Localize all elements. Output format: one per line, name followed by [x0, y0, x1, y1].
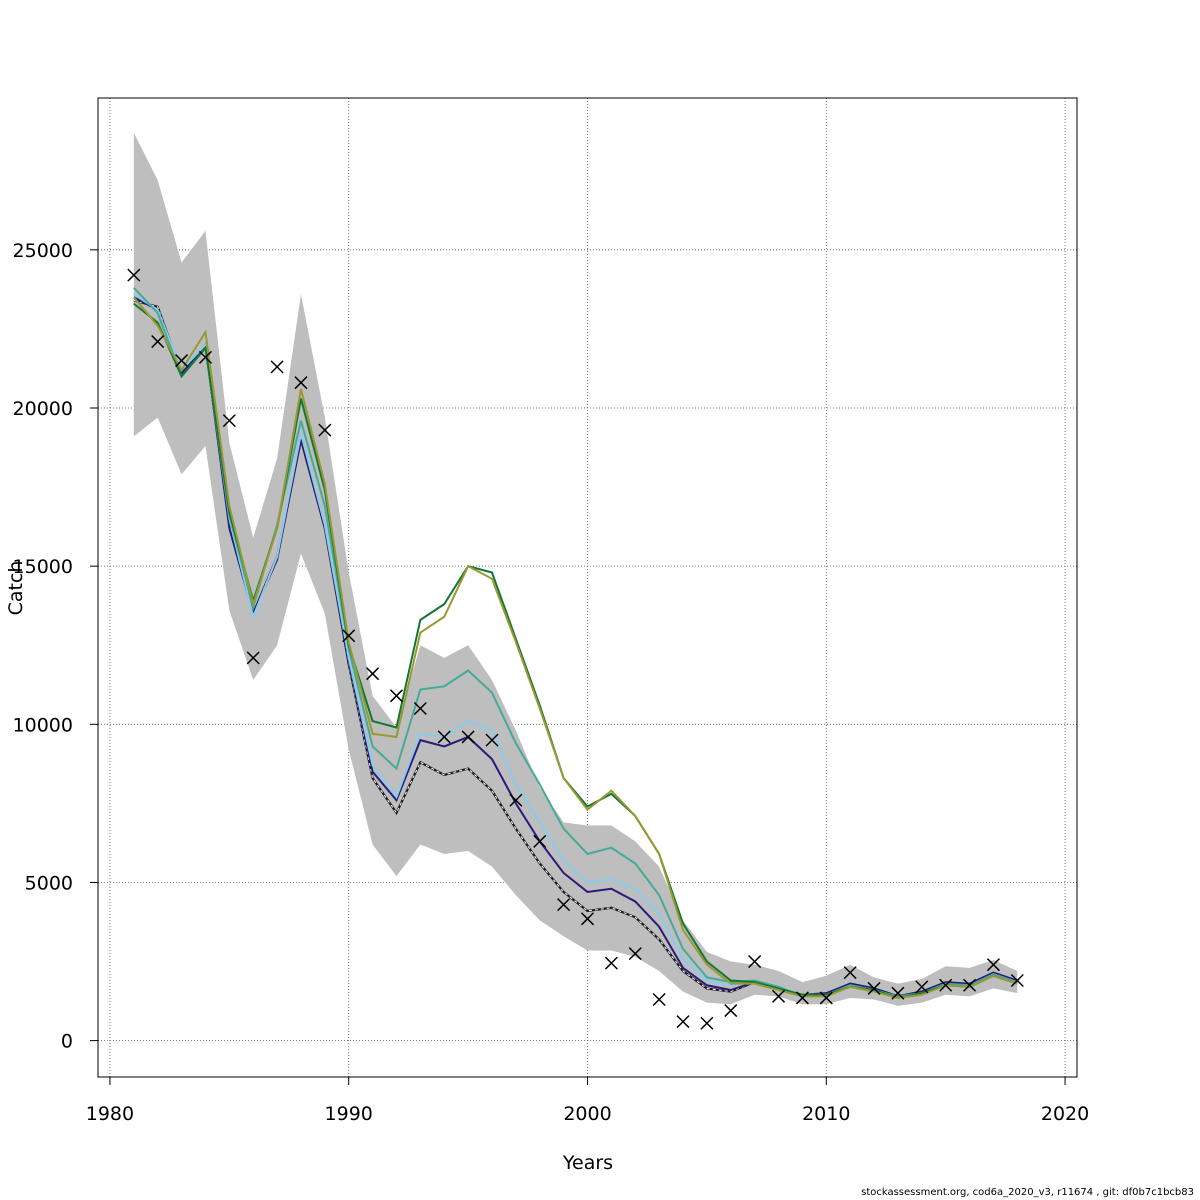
x-tick-label: 2000: [563, 1103, 611, 1125]
y-tick-label: 5000: [25, 872, 73, 894]
x-axis: 1980 1990 2000 2010 2020: [86, 1076, 1089, 1125]
y-tick-label: 0: [61, 1031, 73, 1053]
observed-point: [366, 667, 380, 681]
observed-point: [294, 376, 308, 390]
observed-point: [246, 651, 260, 665]
observed-point: [557, 898, 571, 912]
observed-point: [628, 947, 642, 961]
x-tick-label: 1990: [325, 1103, 373, 1125]
observed-point: [485, 733, 499, 747]
series-lines: [133, 287, 1018, 999]
footer-text: stockassessment.org, cod6a_2020_v3, r116…: [861, 1187, 1194, 1198]
x-axis-label: Years: [562, 1152, 613, 1174]
observed-point: [580, 912, 595, 926]
y-axis-label: Catch: [5, 561, 27, 616]
observed-point: [175, 354, 189, 368]
observed-point: [461, 730, 475, 744]
y-tick-label: 25000: [13, 240, 73, 262]
observed-point: [771, 989, 786, 1003]
observed-point: [533, 834, 547, 848]
observed-point: [198, 350, 212, 364]
observed-point: [676, 1015, 690, 1029]
observed-point: [1010, 973, 1024, 988]
y-tick-label: 15000: [13, 556, 73, 578]
observed-point: [939, 978, 953, 992]
observed-points: [127, 268, 1024, 1030]
observed-point: [437, 730, 451, 744]
observed-point: [413, 701, 427, 716]
observed-point: [795, 991, 809, 1005]
y-tick-label: 10000: [13, 714, 73, 736]
confidence-band: [133, 132, 1018, 1006]
observed-point: [867, 981, 881, 995]
observed-point: [389, 689, 404, 703]
observed-point: [963, 978, 977, 992]
x-tick-label: 2020: [1041, 1103, 1089, 1125]
confidence-band-area: [133, 132, 1018, 1006]
observed-point: [891, 986, 905, 1000]
observed-point: [270, 360, 284, 374]
observed-point: [509, 793, 523, 807]
observed-point: [222, 414, 236, 428]
observed-point: [724, 1004, 738, 1018]
observed-point: [700, 1016, 714, 1030]
observed-point: [748, 955, 762, 969]
observed-point: [151, 335, 165, 349]
observed-point: [915, 980, 929, 994]
series-line-6: [133, 296, 1018, 999]
observed-point: [127, 268, 141, 282]
y-axis: 0 5000 10000 15000 20000 25000: [13, 240, 99, 1053]
observed-point: [843, 966, 857, 980]
observed-point: [604, 956, 618, 970]
y-tick-label: 20000: [13, 398, 73, 420]
x-tick-label: 1980: [86, 1103, 134, 1125]
x-tick-label: 2010: [802, 1103, 850, 1125]
observed-point: [819, 991, 833, 1005]
observed-point: [342, 629, 356, 643]
observed-point: [986, 958, 1000, 972]
observed-point: [318, 423, 332, 437]
observed-point: [652, 992, 666, 1007]
